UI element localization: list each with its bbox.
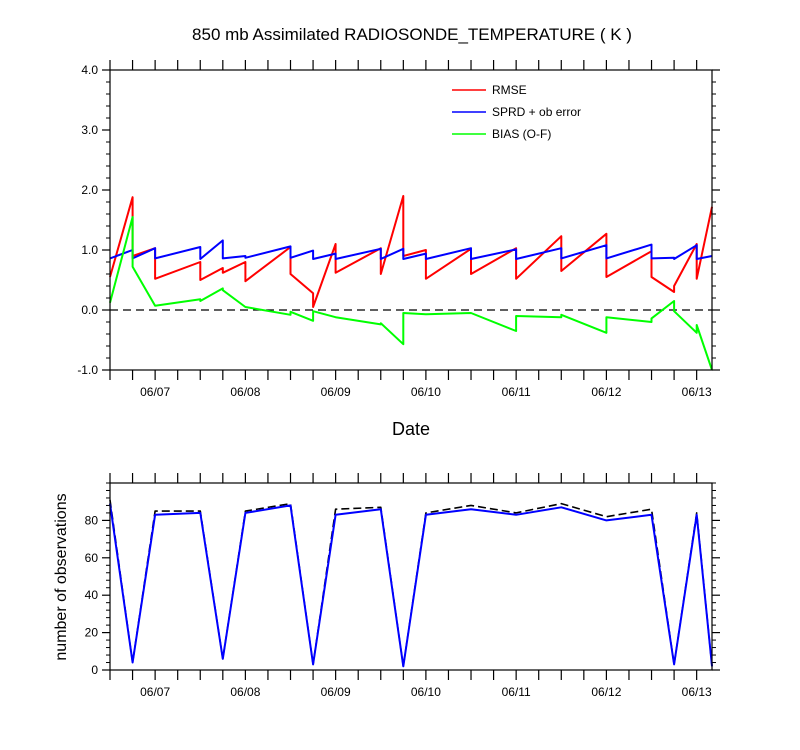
chart0-x-tick-label-0: 06/07 (140, 385, 170, 399)
chart0-y-tick-label-5: -1.0 (77, 363, 98, 377)
y-axis-title-observations: number of observations (53, 493, 70, 660)
chart0-x-tick-label-3: 06/10 (411, 385, 441, 399)
chart1-y-tick-label-2: 40 (85, 588, 99, 602)
chart0-y-tick-label-2: 2.0 (81, 183, 98, 197)
chart1-x-tick-label-0: 06/07 (140, 685, 170, 699)
chart1-y-tick-label-1: 60 (85, 551, 99, 565)
chart1-x-tick-label-1: 06/08 (230, 685, 260, 699)
chart1-series-0-line (109, 499, 713, 668)
chart0-x-tick-label-6: 06/13 (682, 385, 712, 399)
chart-title: 850 mb Assimilated RADIOSONDE_TEMPERATUR… (192, 25, 632, 44)
chart0-x-tick-label-4: 06/11 (502, 385, 531, 399)
chart0-y-tick-label-3: 1.0 (81, 243, 98, 257)
chart0-y-tick-label-0: 4.0 (81, 63, 98, 77)
chart0-series-1-line (109, 239, 713, 260)
bottom-plot-area: 80 60 40 20 0 06/07 06/08 06/09 06/10 06/11 06/12 0… (85, 473, 720, 699)
top-plot-area: 4.0 3.0 2.0 1.0 0.0 -1.0 06/07 06/08 06/09 06/10 0… (77, 60, 720, 399)
chart1-x-tick-label-5: 06/12 (591, 685, 621, 699)
x-axis-title: Date (392, 419, 430, 439)
chart0-x-tick-label-1: 06/08 (230, 385, 260, 399)
chart1-y-tick-label-4: 0 (91, 663, 98, 677)
chart1-y-tick-label-0: 80 (85, 513, 99, 527)
chart1-x-tick-label-2: 06/09 (321, 685, 351, 699)
chart1-x-tick-label-4: 06/11 (502, 685, 531, 699)
chart1-y-tick-label-3: 20 (85, 626, 99, 640)
legend-sprd-label: SPRD + ob error (492, 105, 581, 119)
top-chart: 850 mb Assimilated RADIOSONDE_TEMPERATUR… (77, 25, 720, 439)
chart0-series-2-line (109, 216, 713, 371)
top-plot-frame (109, 69, 713, 371)
chart0-series-0-line (109, 195, 713, 308)
bottom-chart: 80 60 40 20 0 06/07 06/08 06/09 06/10 06/11 06/12 0… (53, 473, 720, 699)
chart0-y-tick-label-4: 0.0 (81, 303, 98, 317)
legend-rmse-label: RMSE (492, 83, 527, 97)
chart0-x-tick-label-5: 06/12 (591, 385, 621, 399)
chart1-x-tick-label-6: 06/13 (682, 685, 712, 699)
chart0-x-tick-label-2: 06/09 (321, 385, 351, 399)
bottom-plot-frame (109, 482, 713, 671)
chart1-series-1-line (109, 503, 713, 668)
legend: RMSE SPRD + ob error BIAS (O-F) (452, 83, 581, 141)
legend-bias-label: BIAS (O-F) (492, 127, 551, 141)
chart0-y-tick-label-1: 3.0 (81, 123, 98, 137)
chart1-x-tick-label-3: 06/10 (411, 685, 441, 699)
